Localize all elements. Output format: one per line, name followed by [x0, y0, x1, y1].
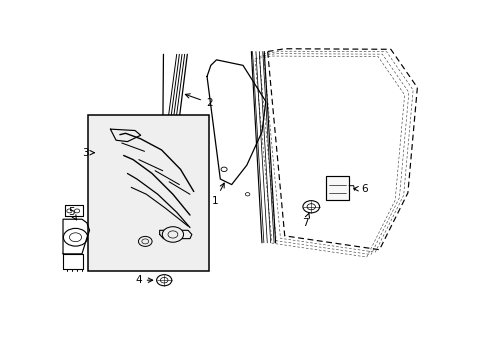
Circle shape — [63, 228, 87, 246]
Text: 7: 7 — [302, 212, 309, 228]
Text: 5: 5 — [68, 207, 77, 220]
Text: 4: 4 — [135, 275, 152, 285]
Text: 2: 2 — [185, 94, 212, 108]
Circle shape — [162, 227, 183, 242]
Circle shape — [138, 237, 152, 246]
Circle shape — [302, 201, 319, 213]
Text: 1: 1 — [211, 183, 224, 206]
Bar — [87, 115, 208, 270]
Text: 6: 6 — [353, 184, 367, 194]
Text: 3: 3 — [82, 148, 94, 158]
Circle shape — [156, 275, 171, 286]
Bar — [326, 176, 348, 200]
